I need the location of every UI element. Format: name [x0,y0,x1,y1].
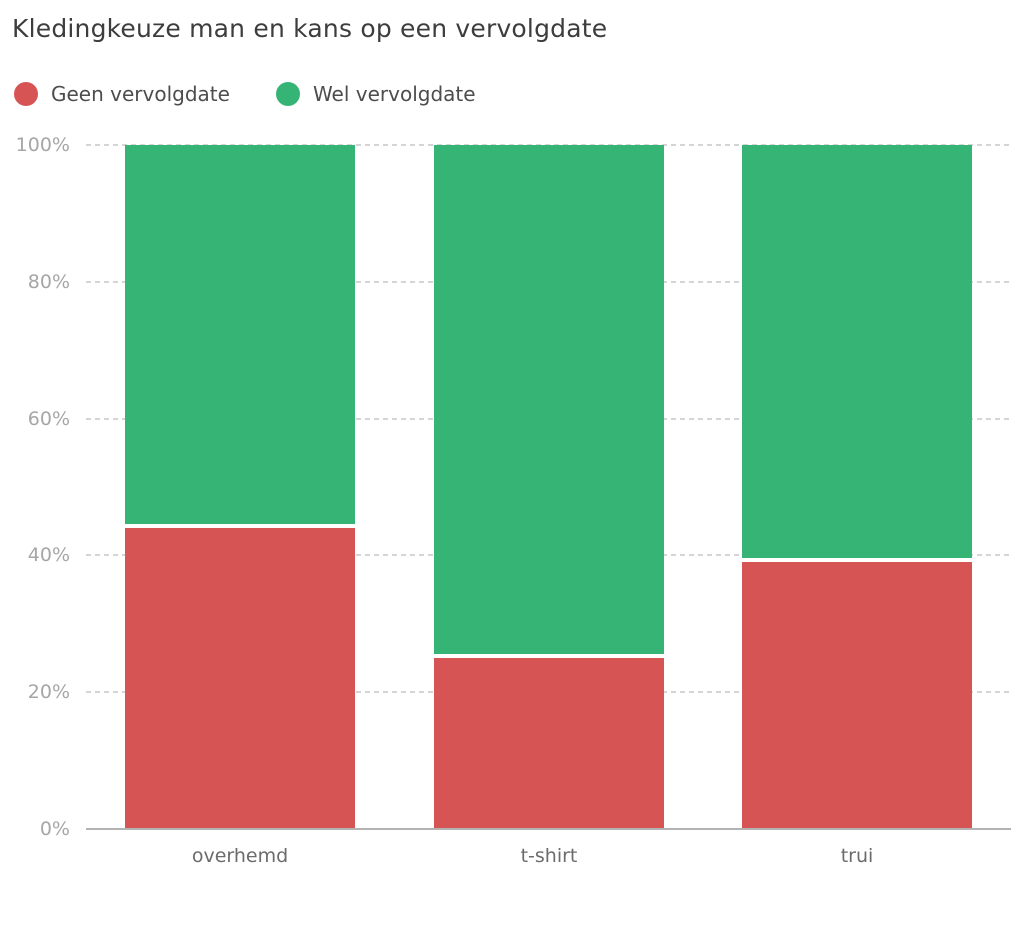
bar-overhemd-wel-vervolgdate[interactable] [125,145,355,528]
y-tick-label-80: 80% [27,270,70,293]
bar-overhemd-geen-vervolgdate[interactable] [125,528,355,829]
legend-swatch-wel-vervolgdate-icon [275,82,300,106]
legend: Geen vervolgdate Wel vervolgdate [14,82,476,106]
legend-label-geen-vervolgdate: Geen vervolgdate [51,82,230,106]
y-tick-label-40: 40% [27,544,70,567]
y-tick-label-0: 0% [39,818,70,840]
x-axis-line [86,828,1011,830]
chart-title: Kledingkeuze man en kans op een vervolgd… [12,14,608,43]
y-tick-label-60: 60% [27,407,70,430]
bar-trui-wel-vervolgdate[interactable] [742,145,972,562]
bar-t-shirt-geen-vervolgdate[interactable] [434,658,664,829]
x-tick-label-trui: trui [840,845,874,867]
legend-swatch-geen-vervolgdate-icon [14,82,38,106]
legend-label-wel-vervolgdate: Wel vervolgdate [312,82,476,106]
plot-area [86,144,1011,830]
x-tick-label-t-shirt: t-shirt [520,845,578,867]
x-tick-label-overhemd: overhemd [191,845,289,867]
y-tick-label-20: 20% [27,681,70,704]
legend-item-wel-vervolgdate[interactable]: Wel vervolgdate [275,82,476,106]
bar-t-shirt-wel-vervolgdate[interactable] [434,145,664,658]
y-tick-label-100: 100% [15,134,70,156]
legend-item-geen-vervolgdate[interactable]: Geen vervolgdate [14,82,230,106]
bar-trui-geen-vervolgdate[interactable] [742,562,972,829]
